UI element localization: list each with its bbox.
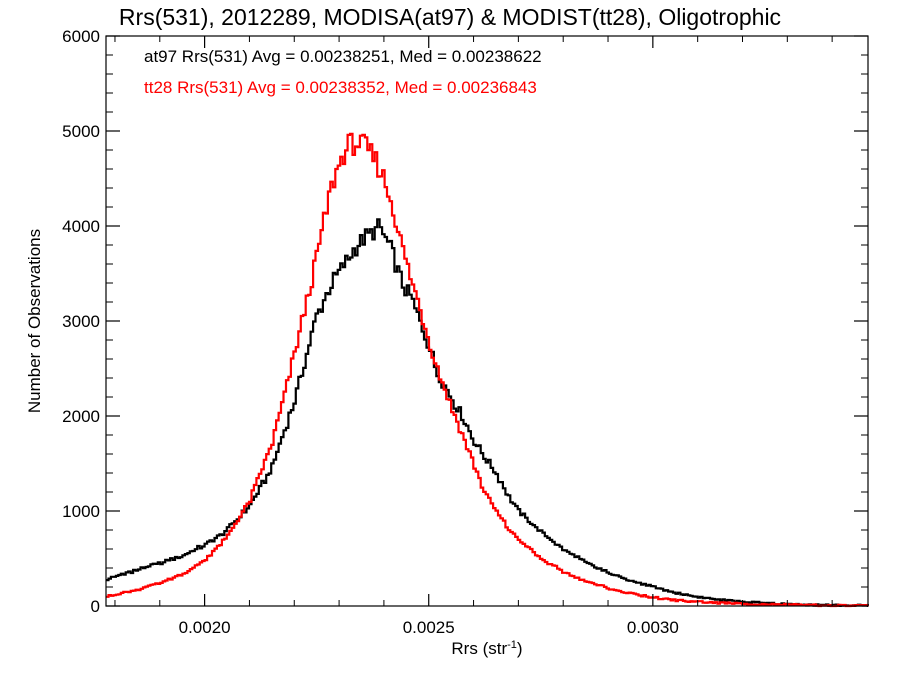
y-tick-label: 3000 bbox=[62, 312, 100, 331]
annotation-tt28: tt28 Rrs(531) Avg = 0.00238352, Med = 0.… bbox=[144, 78, 537, 97]
series-line-tt28 bbox=[106, 132, 869, 608]
x-axis-title: Rrs (str-1) bbox=[451, 639, 522, 658]
annotation-at97: at97 Rrs(531) Avg = 0.00238251, Med = 0.… bbox=[144, 47, 542, 66]
x-tick-label: 0.0020 bbox=[179, 618, 231, 637]
y-axis-title: Number of Observations bbox=[25, 229, 44, 413]
x-tick-label: 0.0030 bbox=[627, 618, 679, 637]
plot-frame bbox=[105, 35, 869, 607]
y-tick-label: 4000 bbox=[62, 217, 100, 236]
y-tick-label: 5000 bbox=[62, 122, 100, 141]
x-axis-title-main: Rrs (str bbox=[451, 639, 507, 658]
x-axis-title-close: ) bbox=[517, 639, 523, 658]
series-line-at97 bbox=[106, 218, 869, 607]
y-tick-label: 2000 bbox=[62, 407, 100, 426]
x-tick-label: 0.0025 bbox=[403, 618, 455, 637]
chart-title: Rrs(531), 2012289, MODISA(at97) & MODIST… bbox=[118, 4, 782, 30]
y-tick-label: 0 bbox=[91, 597, 100, 616]
y-tick-label: 6000 bbox=[62, 27, 100, 46]
y-tick-label: 1000 bbox=[62, 502, 100, 521]
x-axis-title-sup: -1 bbox=[507, 639, 517, 651]
